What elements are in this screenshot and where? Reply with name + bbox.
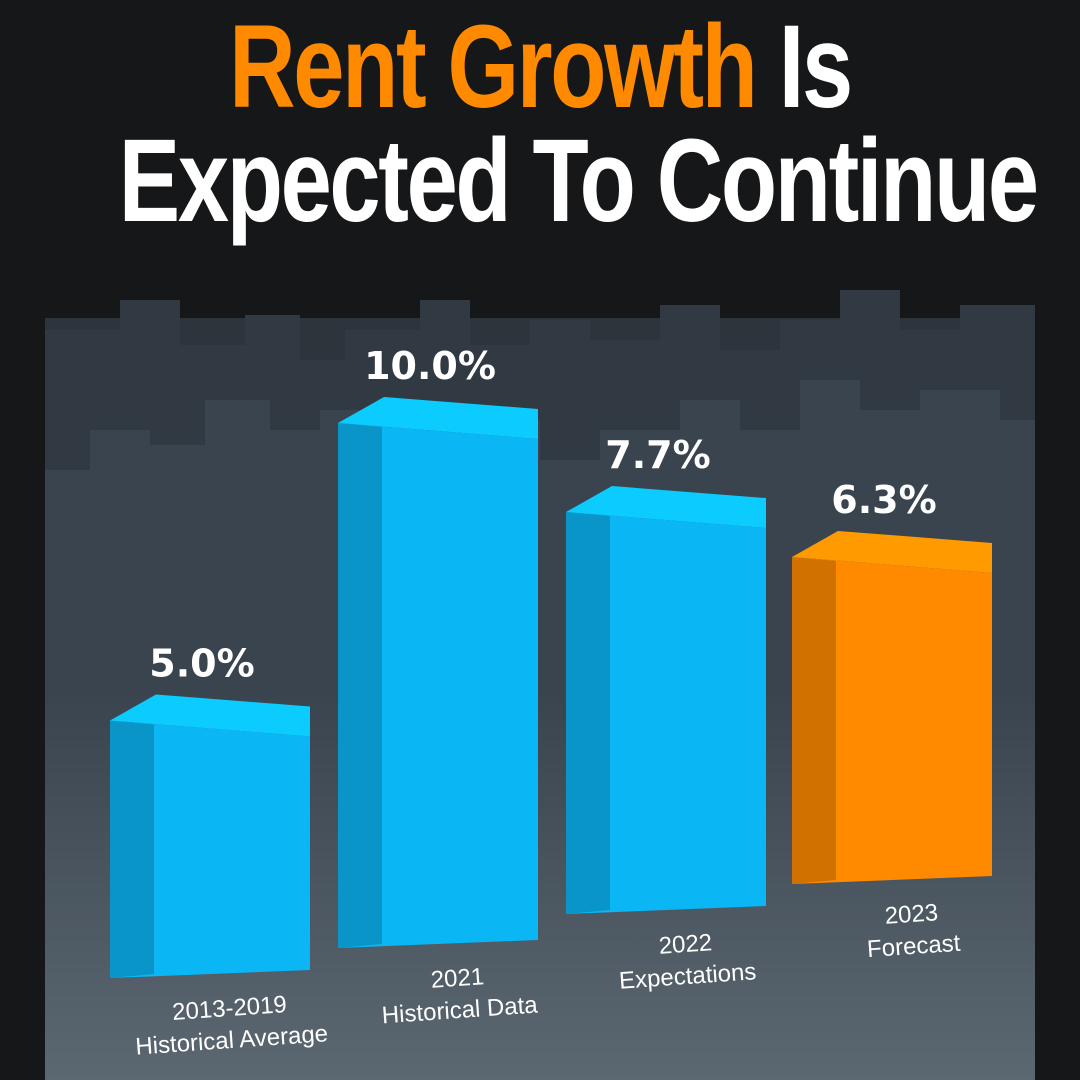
bar-front-face	[338, 423, 538, 948]
bar-front-face	[792, 556, 992, 884]
chart-title: Rent Growth Is Expected To Continue	[118, 0, 1039, 247]
bar-front-face	[566, 512, 766, 914]
title-line-2: Expected To Continue	[118, 115, 1039, 247]
value-labels-group: 5.0% 10.0% 7.7% 6.3%	[149, 344, 936, 686]
bar-top-face	[566, 486, 766, 529]
bar-1	[110, 694, 310, 978]
title-accent-text: Rent Growth	[229, 1, 758, 133]
value-label: 5.0%	[149, 642, 254, 686]
bar-side-face	[338, 423, 382, 948]
bar-front-face	[110, 720, 310, 978]
title-line-1: Rent Growth Is	[119, 8, 961, 126]
bars-group	[110, 397, 992, 978]
bar-3	[566, 486, 766, 914]
category-label-line: 2023	[884, 899, 939, 930]
bar-top-face	[338, 397, 538, 439]
bar-4	[792, 530, 992, 884]
category-label-line: 2022	[658, 929, 713, 960]
bar-top-face	[792, 530, 992, 573]
title-text: Is	[755, 1, 853, 133]
category-label-line: 2021	[430, 963, 485, 994]
category-label: 2023Forecast	[864, 898, 962, 963]
bar-side-face	[566, 512, 610, 914]
value-label: 7.7%	[605, 433, 710, 477]
bar-2	[338, 397, 538, 948]
bar-side-face	[792, 556, 836, 884]
category-label-line: Forecast	[866, 930, 961, 963]
value-label: 6.3%	[831, 478, 936, 522]
value-label: 10.0%	[364, 344, 496, 388]
bar-side-face	[110, 720, 154, 978]
bar-top-face	[110, 694, 310, 737]
category-label: 2022Expectations	[616, 926, 757, 994]
